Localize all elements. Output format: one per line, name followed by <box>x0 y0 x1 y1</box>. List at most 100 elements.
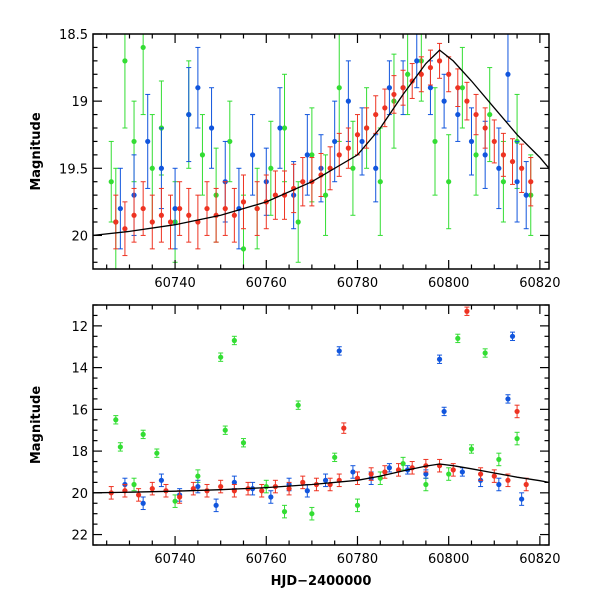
data-point <box>436 458 443 473</box>
model-curve <box>93 463 549 494</box>
plot-area <box>93 34 549 269</box>
data-point <box>117 442 123 452</box>
data-point <box>281 504 288 519</box>
data-point <box>154 448 160 458</box>
data-point <box>446 134 452 230</box>
data-point <box>364 107 370 149</box>
data-point <box>523 161 529 230</box>
x-tick-label: 60740 <box>154 276 195 291</box>
data-point <box>195 194 201 250</box>
data-point <box>186 187 192 243</box>
data-point <box>318 153 324 197</box>
data-point <box>464 306 470 316</box>
data-point <box>336 346 342 356</box>
data-point <box>523 477 529 492</box>
data-point <box>336 132 342 177</box>
data-point <box>341 422 347 434</box>
data-point <box>281 73 288 183</box>
data-point <box>204 181 210 236</box>
data-point <box>268 490 274 504</box>
data-point <box>491 469 497 483</box>
data-point <box>446 467 452 481</box>
data-point <box>172 167 178 250</box>
x-tick-label: 60740 <box>154 552 195 567</box>
data-point <box>309 506 315 521</box>
data-point <box>158 187 164 243</box>
x-tick-label: 60780 <box>337 552 378 567</box>
data-point <box>327 477 333 492</box>
data-point <box>300 157 306 207</box>
series-3 <box>113 42 534 257</box>
data-point <box>482 348 488 358</box>
data-point <box>231 335 237 346</box>
data-point <box>167 194 174 250</box>
data-point <box>487 67 493 163</box>
data-point <box>514 140 520 223</box>
data-point <box>304 114 310 196</box>
data-point <box>377 127 383 236</box>
bottom-panel: 60740 60760 60780 60800 60820 12 14 16 18 20 22 Mag… <box>29 304 561 589</box>
data-point <box>177 181 183 236</box>
data-point <box>240 174 247 230</box>
data-point <box>277 87 283 169</box>
x-tick-label: 60760 <box>246 552 287 567</box>
y-tick-label: 18 <box>71 445 88 460</box>
data-point <box>250 114 256 196</box>
data-point <box>423 477 429 492</box>
data-point <box>482 107 488 149</box>
data-point <box>400 456 406 471</box>
data-point <box>108 140 114 223</box>
x-tick-label: 60800 <box>428 276 469 291</box>
series-3 <box>108 306 529 504</box>
data-point <box>332 452 338 463</box>
data-point <box>441 406 447 417</box>
data-point <box>199 114 206 196</box>
data-point <box>336 473 342 488</box>
data-point <box>459 46 465 129</box>
data-point <box>304 483 310 498</box>
data-point <box>172 494 178 508</box>
data-point <box>354 114 361 156</box>
data-point <box>519 143 525 193</box>
series-2 <box>122 331 525 513</box>
data-point <box>377 471 383 485</box>
x-tick-label: 60780 <box>337 276 378 291</box>
y-tick-label: 19 <box>71 95 88 110</box>
data-point <box>436 354 443 364</box>
data-point <box>514 404 520 419</box>
data-point <box>213 498 219 513</box>
data-point <box>140 181 146 236</box>
data-point <box>459 467 465 477</box>
data-point <box>263 479 269 494</box>
data-point <box>354 498 361 513</box>
x-tick-label: 60800 <box>428 552 469 567</box>
data-point <box>117 167 123 250</box>
y-tick-label: 20 <box>71 487 88 502</box>
data-point <box>218 352 224 362</box>
y-axis-title: Magnitude <box>29 386 44 465</box>
plot-frame <box>92 304 550 546</box>
y-tick-label: 22 <box>71 529 88 544</box>
data-point <box>514 431 520 446</box>
data-point <box>231 187 237 243</box>
data-point <box>432 87 438 196</box>
data-point <box>528 157 534 207</box>
data-point <box>131 187 137 243</box>
data-point <box>491 119 497 164</box>
data-point <box>405 465 411 475</box>
data-point <box>354 471 361 485</box>
data-point <box>254 181 260 236</box>
data-point <box>400 69 406 106</box>
y-tick-label: 14 <box>71 362 88 377</box>
data-point <box>350 120 356 216</box>
data-point <box>496 127 502 210</box>
data-point <box>300 475 306 490</box>
data-point <box>359 107 365 176</box>
y-tick-label: 16 <box>71 403 88 418</box>
data-point <box>505 34 511 122</box>
data-point <box>386 60 392 116</box>
data-point <box>373 134 379 203</box>
data-point <box>395 463 402 477</box>
data-point <box>222 425 228 435</box>
